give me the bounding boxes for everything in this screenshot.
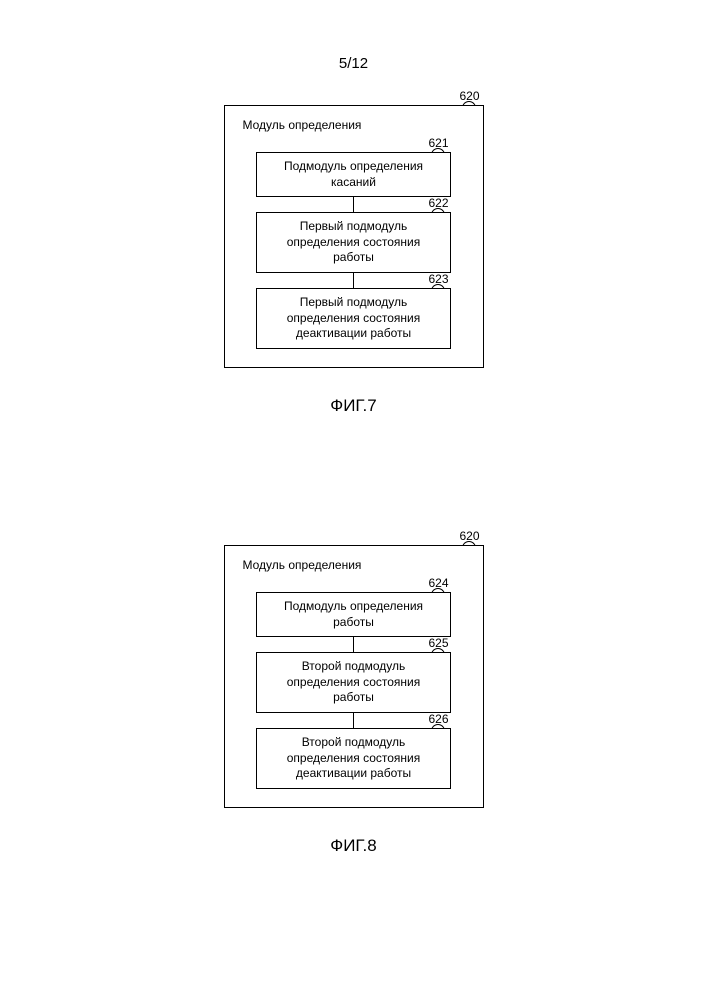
sub-block: Подмодуль определения работы bbox=[256, 592, 451, 637]
module-container: Модуль определения 621 Подмодуль определ… bbox=[224, 105, 484, 368]
connector-line bbox=[353, 273, 354, 288]
figure-caption: ФИГ.7 bbox=[224, 396, 484, 416]
diagram-fig8: 620 Модуль определения 624 Подмодуль опр… bbox=[224, 545, 484, 856]
figure-caption: ФИГ.8 bbox=[224, 836, 484, 856]
sub-block: Второй подмодуль определения состояния р… bbox=[256, 652, 451, 713]
module-title: Модуль определения bbox=[243, 118, 465, 132]
sub-block: Подмодуль определения касаний bbox=[256, 152, 451, 197]
module-title: Модуль определения bbox=[243, 558, 465, 572]
sub-block: Первый подмодуль определения состояния д… bbox=[256, 288, 451, 349]
diagram-fig7: 620 Модуль определения 621 Подмодуль опр… bbox=[224, 105, 484, 416]
sub-block: Второй подмодуль определения состояния д… bbox=[256, 728, 451, 789]
connector-line bbox=[353, 197, 354, 212]
page-number: 5/12 bbox=[339, 55, 368, 72]
connector-line bbox=[353, 637, 354, 652]
sub-block: Первый подмодуль определения состояния р… bbox=[256, 212, 451, 273]
module-container: Модуль определения 624 Подмодуль определ… bbox=[224, 545, 484, 808]
connector-line bbox=[353, 713, 354, 728]
